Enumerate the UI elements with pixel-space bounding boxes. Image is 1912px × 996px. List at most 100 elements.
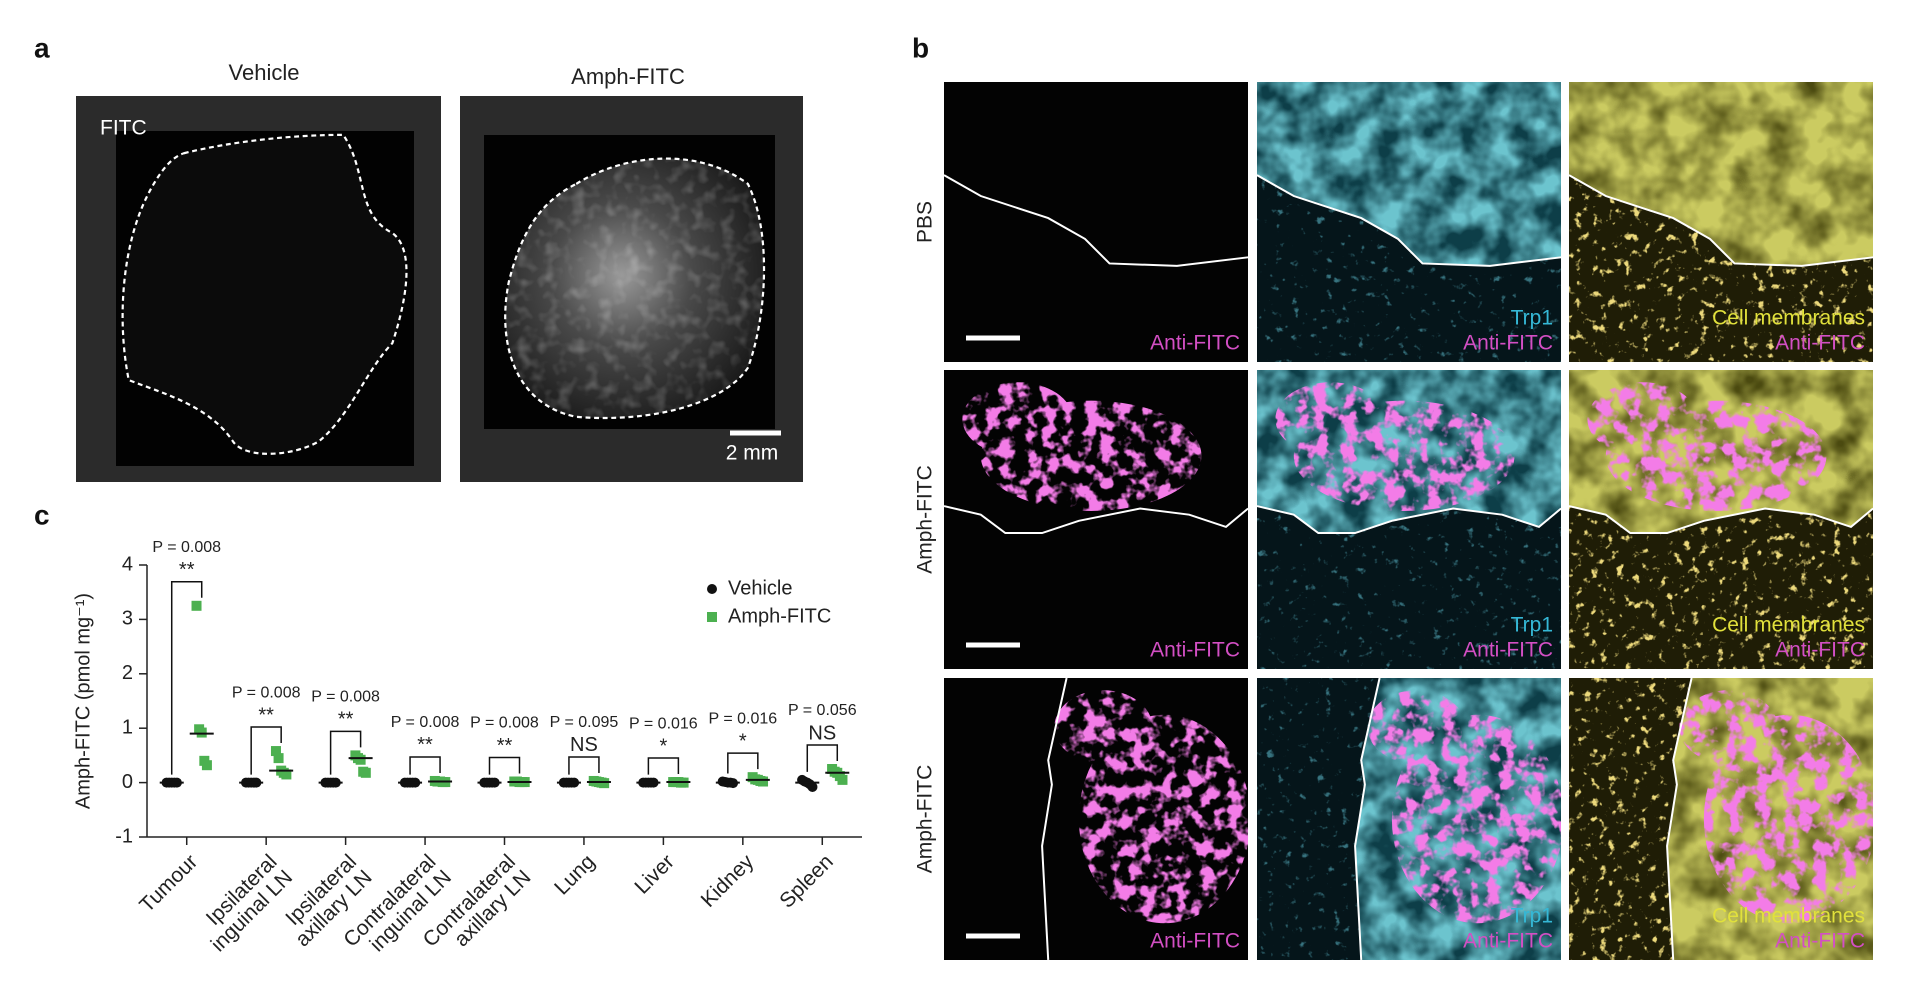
significance-label: ** <box>179 559 195 581</box>
significance-label: ** <box>338 709 354 731</box>
bracket <box>329 730 362 775</box>
y-tick-label: 3 <box>122 608 133 630</box>
anti-fitc-signal <box>944 678 1248 960</box>
bracket <box>647 757 680 775</box>
tumour-boundary <box>943 505 1249 535</box>
p-value-label: P = 0.008 <box>152 539 221 556</box>
panel-label: c <box>34 499 50 530</box>
significance-label: * <box>659 735 667 757</box>
micrograph: Anti-FITC <box>944 677 1248 961</box>
channel-label: Anti-FITC <box>1463 930 1553 953</box>
significance-label: NS <box>808 722 836 744</box>
data-point <box>191 600 202 611</box>
data-point <box>599 778 610 789</box>
significance-label: ** <box>258 704 274 726</box>
tumour-boundary <box>1354 677 1381 961</box>
data-point <box>196 727 207 738</box>
tumour-boundary <box>943 174 1249 267</box>
tumour-boundary <box>1256 174 1562 267</box>
anti-fitc-signal <box>944 370 1248 669</box>
p-value-label: P = 0.016 <box>629 715 698 732</box>
row-label: Amph-FITC <box>914 765 937 874</box>
micrograph: Anti-FITC <box>943 370 1249 669</box>
x-tick-label-line: Lung <box>550 850 599 899</box>
data-point <box>281 769 292 780</box>
p-value-label: P = 0.016 <box>709 710 778 727</box>
significance-label: * <box>739 730 747 752</box>
channel-label: Anti-FITC <box>1775 930 1865 953</box>
scale-bar-label: 2 mm <box>726 442 779 465</box>
channel-label: Cell membranes <box>1712 905 1865 928</box>
dashed-outline <box>504 157 766 420</box>
data-point <box>273 753 284 764</box>
x-tick-label: Liver <box>630 850 678 898</box>
anti-fitc-signal <box>1569 370 1873 669</box>
bracket <box>170 581 203 775</box>
channel-label: Anti-FITC <box>1463 639 1553 662</box>
p-value-label: P = 0.056 <box>788 702 857 719</box>
data-point <box>360 767 371 778</box>
significance-label: NS <box>570 734 598 756</box>
y-tick-label: 4 <box>122 553 133 575</box>
tumour-boundary <box>1568 174 1874 267</box>
x-tick-label-line: Liver <box>630 850 678 898</box>
channel-label: Trp1 <box>1511 614 1553 637</box>
channel-label: Cell membranes <box>1712 307 1865 330</box>
x-tick-label-line: Kidney <box>697 850 759 912</box>
bracket <box>727 752 759 774</box>
data-point <box>807 781 818 792</box>
anti-fitc-signal <box>1257 370 1561 669</box>
channel-label: Trp1 <box>1511 905 1553 928</box>
x-tick-label: Tumour <box>135 850 202 917</box>
panel-label: a <box>34 32 50 63</box>
image-background <box>944 82 1248 362</box>
tumour-boundary <box>1041 677 1068 961</box>
channel-label: Anti-FITC <box>1150 332 1240 355</box>
channel-label: Anti-FITC <box>1775 332 1865 355</box>
tumour-boundary <box>1666 677 1693 961</box>
y-tick-label: 1 <box>122 716 133 738</box>
y-tick-label: 0 <box>122 771 133 793</box>
p-value-label: P = 0.008 <box>470 715 539 732</box>
x-tick-label: Spleen <box>775 850 838 913</box>
x-tick-label-line: Tumour <box>135 850 202 917</box>
bracket <box>488 756 521 775</box>
data-point <box>758 776 769 787</box>
column-title: Amph-FITC <box>571 64 685 89</box>
tissue <box>122 134 407 454</box>
bracket <box>806 744 839 772</box>
y-tick-label: 2 <box>122 662 133 684</box>
data-point <box>355 754 366 765</box>
x-tick-label: Lung <box>550 850 599 899</box>
column-title: Vehicle <box>229 60 300 85</box>
dashed-outline <box>121 133 408 455</box>
panel-label: b <box>912 32 929 63</box>
data-point <box>837 774 848 785</box>
outlines <box>121 133 766 455</box>
legend-label: Amph-FITC <box>728 605 831 627</box>
bracket <box>568 756 600 775</box>
p-value-label: P = 0.008 <box>232 684 301 701</box>
channel-label: Trp1 <box>1511 307 1553 330</box>
legend-marker <box>707 584 717 594</box>
anti-fitc-signal <box>1569 678 1873 960</box>
significance-label: ** <box>417 734 433 756</box>
anti-fitc-signal <box>1257 678 1561 960</box>
row-label: Amph-FITC <box>914 465 937 574</box>
y-axis-label: Amph-FITC (pmol mg⁻¹) <box>72 593 94 809</box>
p-value-label: P = 0.008 <box>391 714 460 731</box>
data-point <box>270 746 281 757</box>
y-tick-label: -1 <box>115 825 133 847</box>
p-value-label: P = 0.095 <box>550 714 619 731</box>
channel-label: FITC <box>100 117 147 140</box>
tumour-boundary <box>1568 505 1874 535</box>
